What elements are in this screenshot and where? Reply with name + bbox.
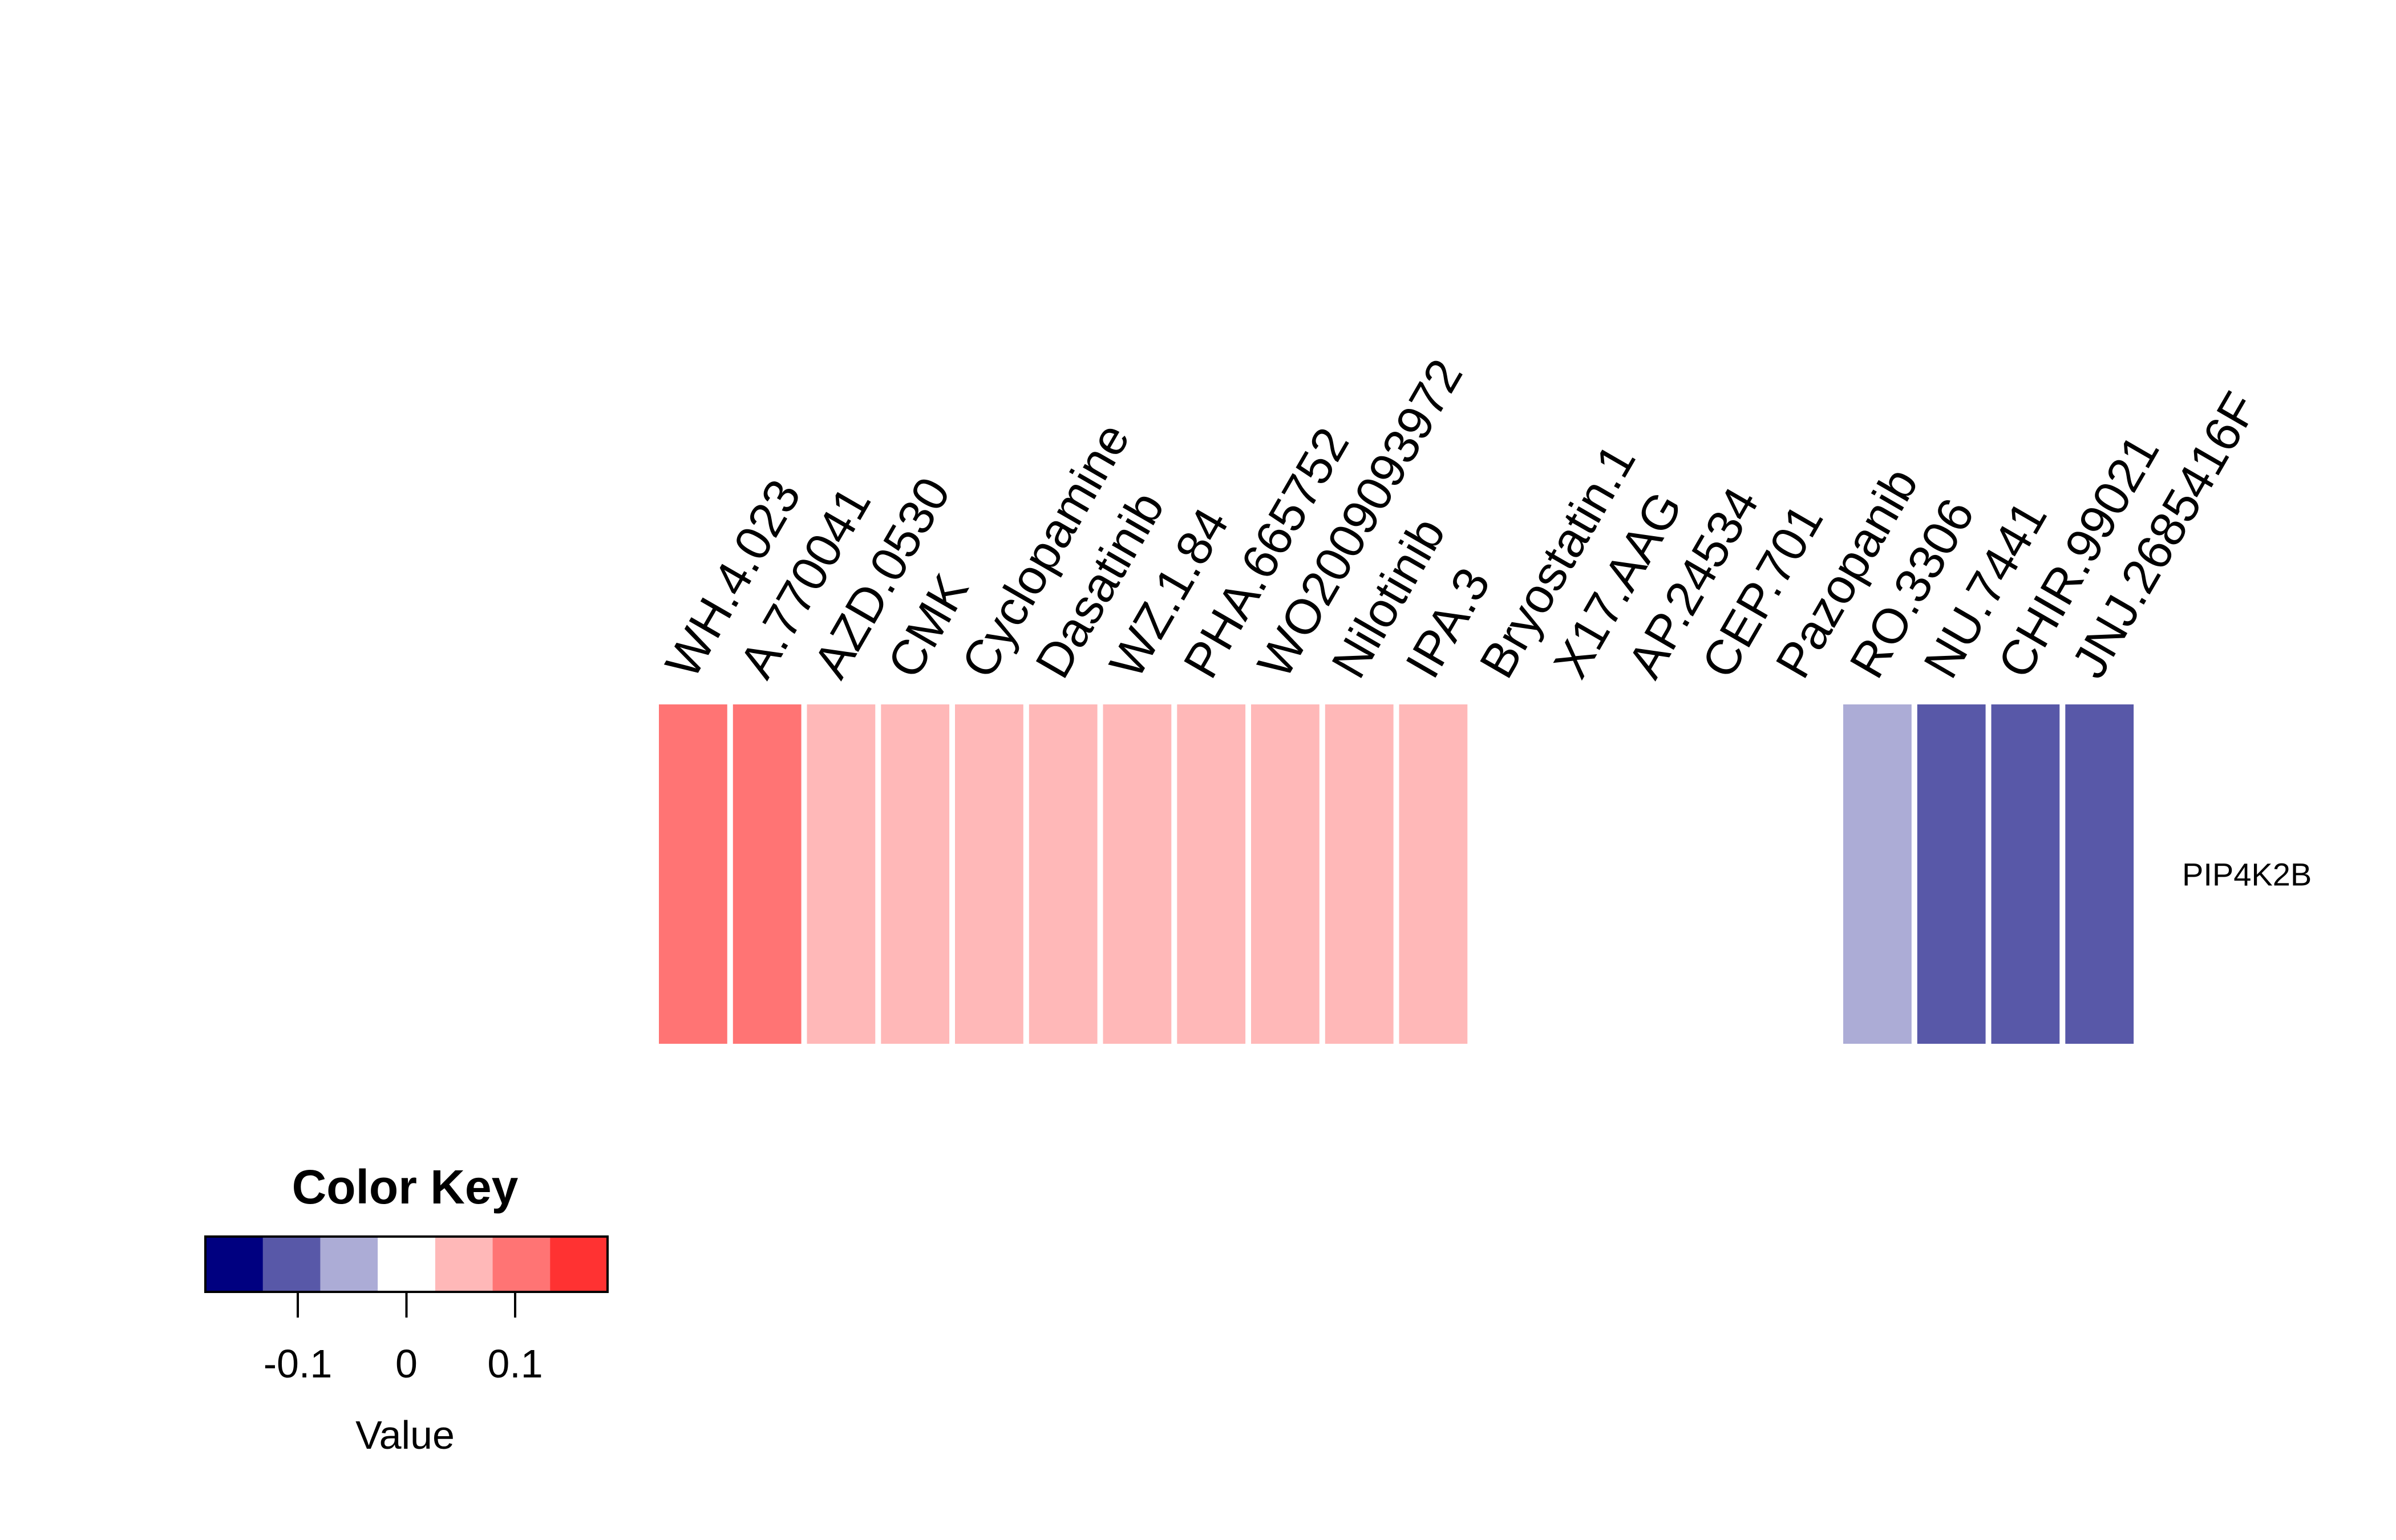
heatmap-cell — [1177, 704, 1246, 1044]
row-label: PIP4K2B — [2182, 857, 2312, 893]
heatmap-cell — [881, 704, 950, 1044]
color-key-swatch — [378, 1237, 436, 1292]
heatmap-cell — [1473, 704, 1542, 1044]
heatmap-cell — [2065, 704, 2134, 1044]
heatmap-cell — [807, 704, 876, 1044]
heatmap-cell — [1251, 704, 1320, 1044]
heatmap-cell — [1621, 704, 1690, 1044]
row-labels: PIP4K2B — [2182, 857, 2312, 893]
color-key-tick-label: 0.1 — [487, 1342, 543, 1386]
heatmap-cell — [1917, 704, 1986, 1044]
heatmap-cell — [1769, 704, 1838, 1044]
color-key-swatch — [435, 1237, 493, 1292]
color-key-swatch — [205, 1237, 264, 1292]
heatmap-cell — [1695, 704, 1764, 1044]
heatmap-cell — [1029, 704, 1098, 1044]
heatmap-cell — [659, 704, 727, 1044]
heatmap-cell — [732, 704, 802, 1044]
heatmap-cell — [1399, 704, 1468, 1044]
color-key-tick-label: -0.1 — [264, 1342, 333, 1386]
color-key: Color Key -0.1 0 0.1 Value — [204, 1160, 609, 1457]
color-key-swatches — [204, 1235, 609, 1293]
heatmap-cell — [1991, 704, 2060, 1044]
color-key-swatch — [262, 1237, 321, 1292]
color-key-tick-label: 0 — [395, 1342, 418, 1386]
heatmap-cell — [955, 704, 1023, 1044]
color-key-swatch — [492, 1237, 551, 1292]
heatmap-cell — [1547, 704, 1616, 1044]
color-key-swatch — [320, 1237, 378, 1292]
color-key-ticks: -0.1 0 0.1 — [264, 1292, 543, 1386]
color-key-axis-label: Value — [355, 1413, 455, 1457]
heatmap-cells — [659, 704, 2134, 1044]
heatmap-cell — [1325, 704, 1394, 1044]
color-key-swatch — [550, 1237, 608, 1292]
color-key-title: Color Key — [292, 1160, 519, 1214]
column-labels: WH.4.023A.770041AZD.0530CMKCyclopamineDa… — [655, 350, 2268, 687]
heatmap-cell — [1103, 704, 1172, 1044]
heatmap-cell — [1843, 704, 1912, 1044]
